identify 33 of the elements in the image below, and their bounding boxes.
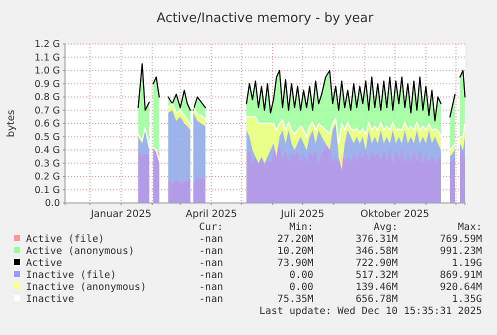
- x-tick-label: Juli 2025: [280, 209, 324, 220]
- text: -nan 10.20M 346.58M 991.23M: [199, 246, 482, 257]
- x-tick-label: Oktober 2025: [360, 209, 430, 220]
- y-tick-label: 0.3 G: [34, 158, 60, 170]
- legend-label: Inactive (anonymous): [26, 282, 146, 293]
- legend-label: Inactive: [26, 294, 74, 305]
- text: -nan 0.00 517.32M 869.91M: [199, 270, 482, 281]
- legend-label: Active (anonymous): [26, 246, 134, 257]
- text: -nan 0.00 139.46M 920.64M: [199, 282, 482, 293]
- y-tick-label: 1.2 G: [34, 39, 60, 50]
- y-tick-label: 0.5 G: [34, 132, 60, 143]
- y-tick-label: 0.0: [44, 198, 60, 210]
- y-tick-label: 1.0 G: [34, 66, 60, 77]
- legend-label: Active (file): [26, 234, 104, 245]
- y-tick-label: 0.4 G: [34, 145, 60, 156]
- text: -nan 27.20M 376.31M 769.59M: [199, 234, 482, 245]
- y-tick-label: 0.6 G: [34, 118, 60, 130]
- text: -nan 75.35M 656.78M 1.35G: [199, 294, 482, 305]
- text: Last update: Wed Dec 10 15:35:31 2025: [259, 306, 482, 317]
- y-axis-title: bytes: [6, 110, 17, 138]
- text: Cur: Min: Avg: Max:: [199, 222, 482, 233]
- x-tick-label: Januar 2025: [90, 209, 152, 220]
- legend-label: Active: [26, 258, 62, 269]
- y-tick-label: 0.1 G: [34, 184, 60, 196]
- chart-title: Active/Inactive memory - by year: [156, 11, 374, 26]
- y-tick-label: 0.2 G: [34, 172, 60, 183]
- legend-label: Inactive (file): [26, 270, 116, 281]
- y-tick-label: 1.1 G: [34, 52, 60, 64]
- y-tick-label: 0.9 G: [34, 78, 60, 90]
- y-tick-label: 0.8 G: [34, 92, 60, 104]
- y-tick-label: 0.7 G: [34, 105, 60, 116]
- text: -nan 73.90M 722.90M 1.19G: [199, 258, 482, 269]
- x-tick-label: April 2025: [186, 209, 238, 220]
